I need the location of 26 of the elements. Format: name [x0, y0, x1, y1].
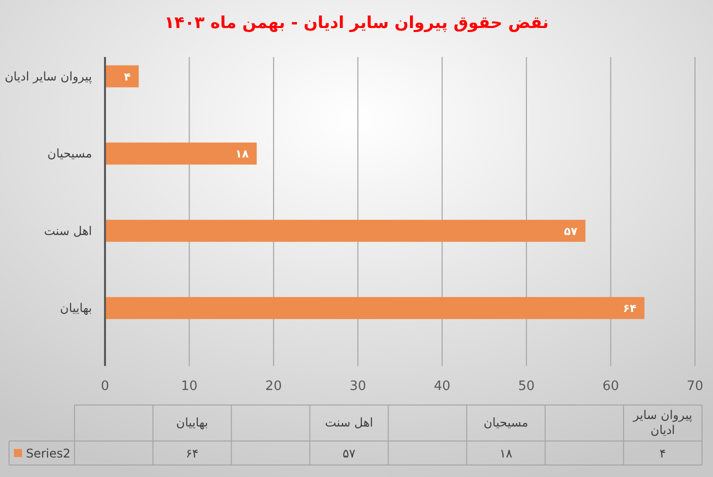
table-data-label: ۵۷ [342, 446, 356, 460]
data-label: ۵۷ [564, 224, 578, 238]
table-category-label: پیروان سایر ادیان [633, 408, 692, 437]
x-tick-label: 0 [100, 379, 110, 394]
table-category-label: مسیحیان [484, 416, 528, 430]
table-data-label: ۱۸ [499, 446, 512, 460]
y-tick-label: پیروان سایر ادیان [4, 69, 92, 84]
table-data-label: ۶۴ [186, 446, 199, 460]
y-tick-label: بهاییان [60, 301, 92, 316]
x-tick-label: 60 [602, 379, 619, 394]
y-tick-label: اهل سنت [44, 224, 92, 238]
data-label: ۶۴ [623, 302, 636, 316]
x-tick-label: 10 [181, 379, 198, 394]
y-tick-label: مسیحیان [47, 146, 92, 161]
legend-label: Series2 [26, 446, 71, 460]
x-tick-label: 70 [686, 379, 704, 394]
data-label: ۴ [124, 70, 131, 84]
x-tick-label: 30 [350, 379, 366, 394]
x-tick-label: 50 [518, 379, 535, 394]
data-label: ۱۸ [235, 148, 249, 161]
table-data-label: ۴ [660, 446, 666, 460]
x-tick-label: 40 [434, 379, 450, 394]
table-category-label: بهاییان [176, 416, 208, 430]
chart-title: نقض حقوق پیروان سایر ادیان - بهمن ماه ۱۴۰۳ [164, 13, 549, 32]
x-tick-label: 20 [265, 379, 282, 394]
table-category-label: اهل سنت [325, 416, 374, 430]
